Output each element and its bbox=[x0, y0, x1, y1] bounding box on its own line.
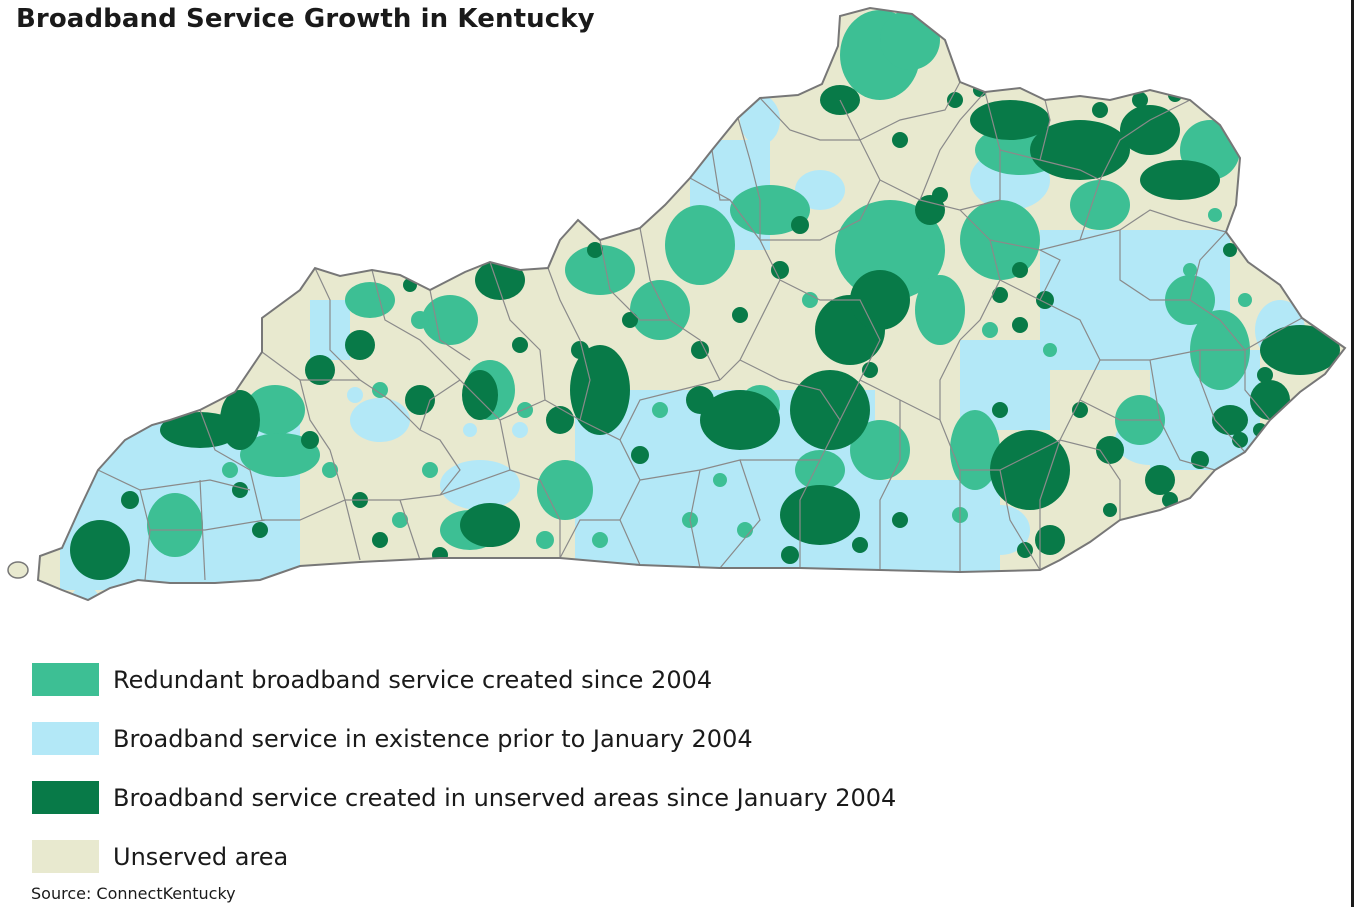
legend-label-redundant: Redundant broadband service created sinc… bbox=[113, 665, 713, 694]
western-island bbox=[7, 561, 29, 579]
legend-label-prior: Broadband service in existence prior to … bbox=[113, 724, 753, 753]
map-legend: Redundant broadband service created sinc… bbox=[32, 650, 896, 886]
legend-item-unserved: Unserved area bbox=[32, 827, 896, 886]
legend-item-redundant: Redundant broadband service created sinc… bbox=[32, 650, 896, 709]
legend-item-prior: Broadband service in existence prior to … bbox=[32, 709, 896, 768]
frame-right-border bbox=[1351, 0, 1354, 907]
legend-label-new-unserved: Broadband service created in unserved ar… bbox=[113, 783, 897, 812]
map-fill-layers bbox=[38, 8, 1345, 600]
legend-item-new-unserved: Broadband service created in unserved ar… bbox=[32, 768, 896, 827]
legend-swatch-unserved bbox=[32, 840, 99, 873]
legend-swatch-prior bbox=[32, 722, 99, 755]
new-unserved-service-regions bbox=[70, 85, 1340, 580]
source-note: Source: ConnectKentucky bbox=[31, 884, 236, 903]
county-borders bbox=[97, 81, 1303, 581]
legend-label-unserved: Unserved area bbox=[113, 842, 289, 871]
legend-swatch-redundant bbox=[32, 663, 99, 696]
redundant-service-regions bbox=[147, 10, 1250, 557]
kentucky-broadband-map bbox=[7, 7, 1346, 601]
page-title: Broadband Service Growth in Kentucky bbox=[16, 4, 595, 34]
legend-swatch-new-unserved bbox=[32, 781, 99, 814]
